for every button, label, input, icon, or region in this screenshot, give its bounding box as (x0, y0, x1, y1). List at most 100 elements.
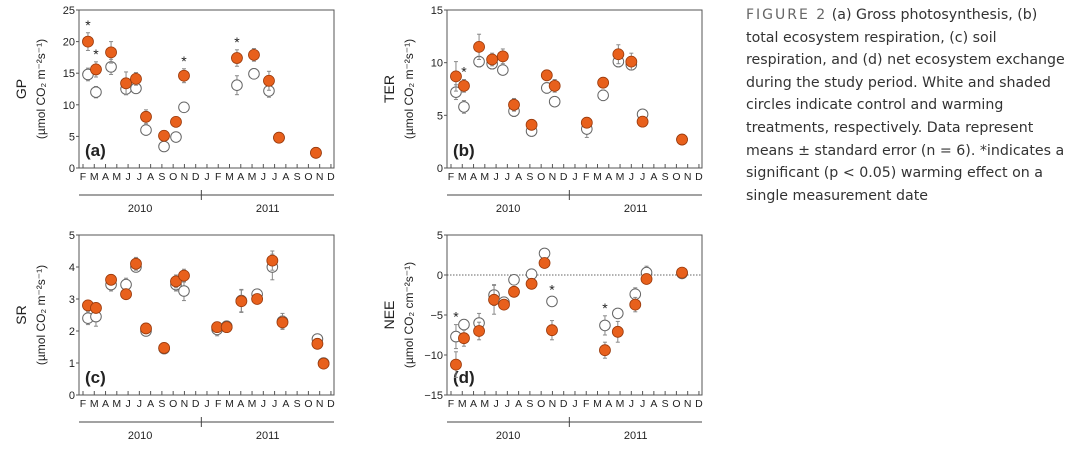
x-tick-label: A (515, 398, 522, 410)
warming-point (525, 277, 538, 290)
x-tick-label: M (480, 398, 489, 410)
panel-label: (c) (85, 368, 106, 387)
y-tick-label: 5 (437, 110, 443, 122)
x-tick-label: J (125, 171, 130, 183)
x-tick-label: F (80, 398, 86, 410)
x-tick-label: N (181, 171, 189, 183)
x-tick-label: F (448, 171, 454, 183)
plot-frame (446, 9, 703, 169)
warming-point (231, 52, 243, 64)
x-tick-label: M (458, 398, 467, 410)
x-tick-label: A (605, 398, 612, 410)
warming-point (105, 273, 117, 286)
x-tick-label: J (572, 398, 577, 410)
control-point (178, 285, 190, 297)
warming-point (612, 48, 625, 61)
x-tick-label: O (304, 398, 312, 410)
significance-marker: * (602, 300, 608, 316)
warming-point (178, 69, 190, 82)
x-tick-label: J (272, 171, 277, 183)
y-axis-unit: (µmol CO₂ m⁻²s⁻¹) (34, 39, 48, 139)
y-axis-unit: (µmol CO₂ m⁻²s⁻¹) (34, 265, 48, 365)
x-tick-label: J (629, 398, 634, 410)
y-tick-label: 15 (431, 5, 443, 17)
warming-point (580, 116, 593, 129)
warming-point (140, 110, 152, 123)
x-tick-label: F (215, 171, 221, 183)
warming-point (548, 79, 561, 92)
y-tick-label: 3 (69, 294, 75, 306)
x-tick-label: O (672, 171, 680, 183)
panel-d: −15 −10 −5 0 5 F M A M J J A S O N D J F M A M J J A S O N D 2010 201… (368, 225, 728, 458)
y-axis-unit: (µmol CO₂ m⁻²s⁻¹) (402, 39, 416, 139)
x-tick-label: M (458, 171, 467, 183)
x-tick-label: J (493, 171, 498, 183)
warming-point (130, 72, 142, 85)
y-tick-label: 15 (63, 68, 75, 80)
warming-point (473, 325, 485, 337)
x-tick-label: N (549, 398, 557, 410)
y-tick-label: 5 (69, 230, 75, 242)
warming-point (599, 344, 611, 357)
warming-point (450, 358, 462, 371)
warming-point (90, 63, 102, 76)
warming-point (158, 129, 170, 142)
x-tick-label: J (505, 398, 510, 410)
x-tick-label: F (448, 398, 454, 410)
control-point (458, 101, 470, 113)
x-tick-label: A (147, 398, 154, 410)
x-tick-label: D (560, 171, 568, 183)
y-tick-label: −10 (424, 350, 443, 362)
warming-point (273, 131, 285, 144)
warming-point (496, 50, 509, 63)
y-tick-label: 1 (69, 358, 75, 370)
warming-point (310, 146, 322, 159)
warming-point (105, 46, 117, 59)
x-tick-label: A (102, 171, 109, 183)
warming-point (170, 115, 182, 128)
warming-point (458, 79, 470, 92)
x-tick-label: F (583, 171, 589, 183)
control-point (599, 319, 611, 332)
warming-point (676, 133, 688, 146)
x-tick-label: A (470, 398, 477, 410)
y-tick-label: 0 (437, 163, 443, 175)
year-label-2011: 2011 (624, 430, 648, 442)
warming-point (488, 293, 500, 306)
x-tick-label: O (537, 398, 545, 410)
control-point (158, 140, 170, 153)
x-tick-label: S (662, 171, 669, 183)
control-point (231, 79, 243, 92)
x-tick-label: N (316, 398, 324, 410)
significance-marker: * (85, 17, 91, 33)
y-axis-label: GP (13, 79, 29, 99)
warming-point (82, 35, 94, 48)
x-tick-label: J (204, 398, 209, 410)
x-tick-label: A (470, 171, 477, 183)
x-tick-label: M (225, 171, 234, 183)
control-point (548, 95, 561, 108)
x-tick-label: D (192, 171, 200, 183)
significance-marker: * (461, 64, 467, 80)
y-tick-label: −15 (424, 390, 443, 402)
y-tick-label: 0 (69, 163, 75, 175)
warming-point (525, 118, 538, 131)
warming-point (625, 55, 638, 68)
control-point (178, 101, 190, 114)
x-tick-label: N (316, 171, 324, 183)
x-tick-label: J (137, 398, 142, 410)
x-tick-label: S (294, 171, 301, 183)
warming-point (120, 288, 132, 301)
x-tick-label: D (695, 171, 703, 183)
y-tick-label: 0 (69, 390, 75, 402)
warming-point (263, 74, 275, 87)
panel-label: (a) (85, 141, 106, 160)
x-tick-label: M (593, 398, 602, 410)
x-tick-label: F (583, 398, 589, 410)
y-axis-unit: (µmol CO₂ cm⁻²s⁻¹) (402, 262, 416, 368)
y-tick-label: −5 (430, 310, 443, 322)
warming-point (276, 316, 289, 329)
x-tick-label: A (605, 171, 612, 183)
figure-caption: FIGURE 2 (a) Gross photosynthesis, (b) t… (746, 4, 1066, 207)
